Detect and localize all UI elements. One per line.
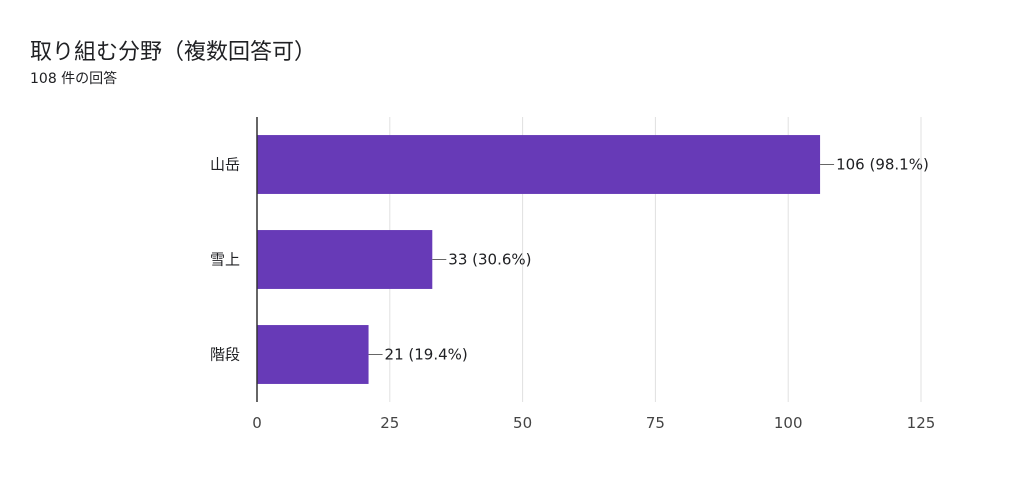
category-label: 雪上 [210, 251, 240, 269]
data-labels: 106 (98.1%) 33 (30.6%) 21 (19.4%) [385, 156, 929, 364]
x-tick-label: 125 [907, 414, 936, 432]
data-label: 21 (19.4%) [385, 346, 468, 364]
chart-title: 取り組む分野（複数回答可） [30, 40, 317, 65]
data-label: 33 (30.6%) [448, 251, 531, 269]
x-tick-label: 100 [774, 414, 803, 432]
data-label: 106 (98.1%) [836, 156, 929, 174]
bar[interactable] [257, 135, 821, 194]
bar[interactable] [257, 325, 369, 384]
response-count: 108 件の回答 [30, 71, 118, 87]
x-tick-label: 25 [380, 414, 399, 432]
category-label: 階段 [210, 346, 240, 364]
x-tick-label: 75 [646, 414, 665, 432]
x-tick-labels: 0 25 50 75 100 125 [252, 414, 935, 432]
bars [257, 135, 821, 384]
bar[interactable] [257, 230, 433, 289]
x-tick-label: 0 [252, 414, 262, 432]
leader-lines [368, 164, 835, 355]
x-tick-label: 50 [513, 414, 532, 432]
category-label: 山岳 [210, 156, 240, 174]
